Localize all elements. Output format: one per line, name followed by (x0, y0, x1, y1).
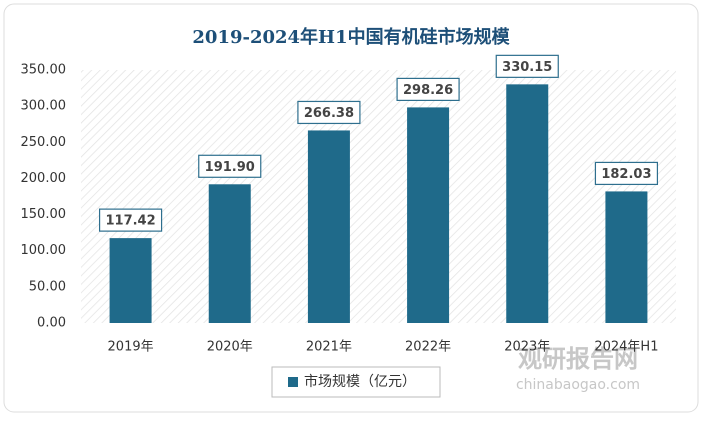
y-tick-label: 300.00 (21, 99, 67, 114)
data-label-box (594, 161, 659, 186)
x-tick-label: 2023年 (504, 340, 550, 355)
data-label-box (495, 54, 559, 78)
bar (506, 84, 549, 323)
data-label-box (198, 154, 262, 178)
data-label: 298.26 (403, 83, 453, 98)
bar (208, 184, 251, 323)
data-label: 330.15 (502, 60, 552, 75)
y-tick-label: 150.00 (21, 207, 67, 222)
x-tick-label: 2022年 (405, 340, 451, 355)
y-tick-label: 250.00 (21, 135, 67, 150)
legend-box (271, 366, 441, 398)
y-tick-label: 350.00 (21, 63, 67, 78)
x-tick-label: 2024年H1 (594, 340, 658, 355)
data-label-box (98, 208, 163, 232)
y-tick-label: 100.00 (21, 243, 67, 258)
bar (109, 238, 152, 323)
bar (307, 130, 350, 323)
bar (407, 107, 450, 323)
x-tick-label: 2021年 (306, 340, 352, 355)
plot-area (81, 70, 676, 323)
x-tick-label: 2019年 (108, 340, 154, 355)
legend-swatch (288, 377, 298, 387)
y-tick-label: 50.00 (29, 279, 66, 294)
data-label: 191.90 (205, 160, 255, 175)
data-label-box (297, 100, 361, 125)
data-label: 266.38 (304, 106, 354, 121)
legend-label: 市场规模（亿元） (304, 373, 416, 390)
y-tick-label: 200.00 (21, 171, 67, 186)
watermark-brand: 观研报告网 (518, 345, 638, 373)
data-label: 117.42 (105, 214, 155, 229)
data-label-box (396, 77, 460, 102)
x-tick-label: 2020年 (207, 340, 253, 355)
data-label: 182.03 (601, 167, 651, 182)
y-tick-label: 0.00 (37, 316, 66, 331)
bar (605, 191, 648, 323)
chart-title: 2019-2024年H1中国有机硅市场规模 (192, 26, 510, 48)
legend: 市场规模（亿元） (271, 366, 441, 398)
watermark-site: chinabaogao.com (516, 377, 640, 393)
